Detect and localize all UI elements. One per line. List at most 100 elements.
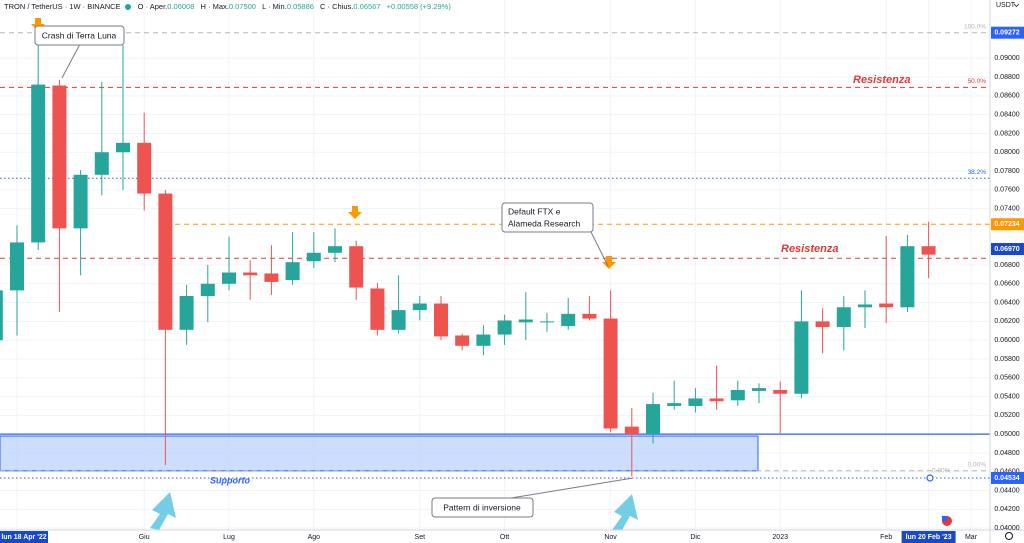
candle-body: [179, 296, 194, 330]
price-tag-bg: [991, 471, 1024, 484]
candle-body: [10, 242, 24, 291]
symbol-title[interactable]: TRON / TetherUS · 1W · BINANCE: [4, 2, 121, 11]
time-axis-bg: [0, 530, 990, 543]
y-tick-label: 0.08800: [994, 74, 1019, 81]
callouts: Crash di Terra Luna Default FTX e Alamed…: [34, 25, 951, 518]
callout-pointer: [61, 43, 81, 79]
price-tag-label: 0.09272: [994, 30, 1019, 37]
y-tick-label: 0.05600: [994, 375, 1019, 382]
y-tick-label: 0.06400: [994, 299, 1019, 306]
candle-body: [858, 304, 872, 308]
y-tick-label: 0.07400: [994, 205, 1019, 212]
candle-body: [646, 404, 660, 435]
candle-body: [412, 303, 427, 311]
candle-body: [455, 335, 470, 346]
candle-body: [391, 310, 406, 330]
up-arrow: [612, 494, 638, 532]
callout-pointer: [589, 229, 609, 267]
candle-body: [624, 426, 639, 435]
level-label: 38.2%: [968, 169, 987, 176]
callout-pointer: [504, 477, 634, 500]
up-arrow: [150, 492, 176, 530]
price-tag-label: 0.06970: [994, 246, 1019, 253]
resistance-label: Resistenza: [781, 243, 838, 255]
candle-body: [773, 389, 788, 394]
y-tick-label: 0.06200: [994, 318, 1019, 325]
candle-body: [200, 283, 215, 297]
candle-body: [561, 313, 576, 327]
signal-arrows: [31, 18, 638, 532]
x-tick-label: Dic: [690, 534, 701, 541]
price-tag-label: 0.04534: [994, 475, 1019, 482]
x-tick-label: lun 18 Apr '22: [1, 534, 46, 541]
candle-body: [667, 403, 682, 406]
legend-value: 0.07500: [228, 2, 256, 11]
x-tick-label: Set: [415, 534, 426, 541]
candle-body: [370, 288, 385, 330]
down-arrow: [348, 206, 362, 219]
candle-body: [349, 246, 364, 288]
candle-body: [921, 246, 936, 255]
legend-change: +0.00558 (+9.29%): [386, 2, 451, 11]
y-tick-label: 0.08400: [994, 111, 1019, 118]
candle-body: [264, 273, 279, 282]
settings-icon[interactable]: [1005, 532, 1013, 540]
legend-value: 0.06008: [167, 2, 195, 11]
x-tick-label: Nov: [604, 534, 617, 541]
y-tick-label: 0.05400: [994, 393, 1019, 400]
candle-body: [582, 313, 597, 319]
y-tick-label: 0.09000: [994, 55, 1019, 62]
x-tick-label: Ago: [308, 534, 321, 541]
x-tick-label: Ott: [500, 534, 509, 541]
callout-box: [34, 25, 125, 46]
candle-body: [497, 320, 512, 335]
callout-text: Alameda Research: [508, 218, 581, 228]
date-tag-bg: [0, 531, 48, 543]
legend-label: Max.: [212, 2, 229, 11]
support-label: Supporto: [210, 475, 250, 485]
currency-label[interactable]: USDT: [996, 2, 1016, 9]
candle-body: [836, 307, 851, 328]
legend-key: C: [320, 2, 326, 11]
candle-body: [0, 290, 3, 341]
legend-key: O: [137, 2, 144, 11]
price-tag-bg: [991, 26, 1024, 39]
y-tick-label: 0.04400: [994, 487, 1019, 494]
legend-label: Min.: [272, 2, 287, 11]
candle-body: [518, 319, 533, 323]
y-tick-label: 0.06800: [994, 262, 1019, 269]
x-tick-label: Giu: [139, 534, 150, 541]
candle-body: [285, 262, 300, 281]
down-arrow: [602, 256, 616, 269]
x-tick-label: Mar: [965, 534, 978, 541]
level-label: 0.00%: [968, 462, 987, 469]
candle-body: [137, 142, 152, 194]
candle-body: [52, 85, 67, 229]
y-tick-label: 0.04800: [994, 450, 1019, 457]
candle-body: [158, 193, 173, 330]
callout-text: Default FTX e: [508, 206, 561, 216]
price-axis-bg: [990, 0, 1024, 543]
candle-body: [603, 318, 618, 429]
x-tick-label: Lug: [223, 534, 235, 541]
y-tick-label: 0.05200: [994, 412, 1019, 419]
x-tick-label: 2023: [772, 534, 788, 541]
candle-body: [94, 152, 109, 175]
candle-body: [879, 303, 894, 308]
y-tick-label: 0.07800: [994, 168, 1019, 175]
level-label: 100.0%: [964, 23, 986, 30]
y-tick-label: 0.04000: [994, 525, 1019, 532]
candle-body: [709, 398, 724, 402]
price-tag-bg: [991, 218, 1024, 231]
legend-label: Aper.: [149, 2, 168, 11]
zone-layer: [0, 435, 759, 472]
level-label: 50.0%: [968, 78, 987, 85]
resistance-label: Resistenza: [853, 74, 910, 86]
y-tick-label: 0.08000: [994, 149, 1019, 156]
y-tick-label: 0.04200: [994, 506, 1019, 513]
candle-body: [328, 246, 342, 253]
candle-body: [730, 389, 745, 401]
legend-key: H: [200, 2, 206, 11]
status-dot: [124, 4, 131, 11]
